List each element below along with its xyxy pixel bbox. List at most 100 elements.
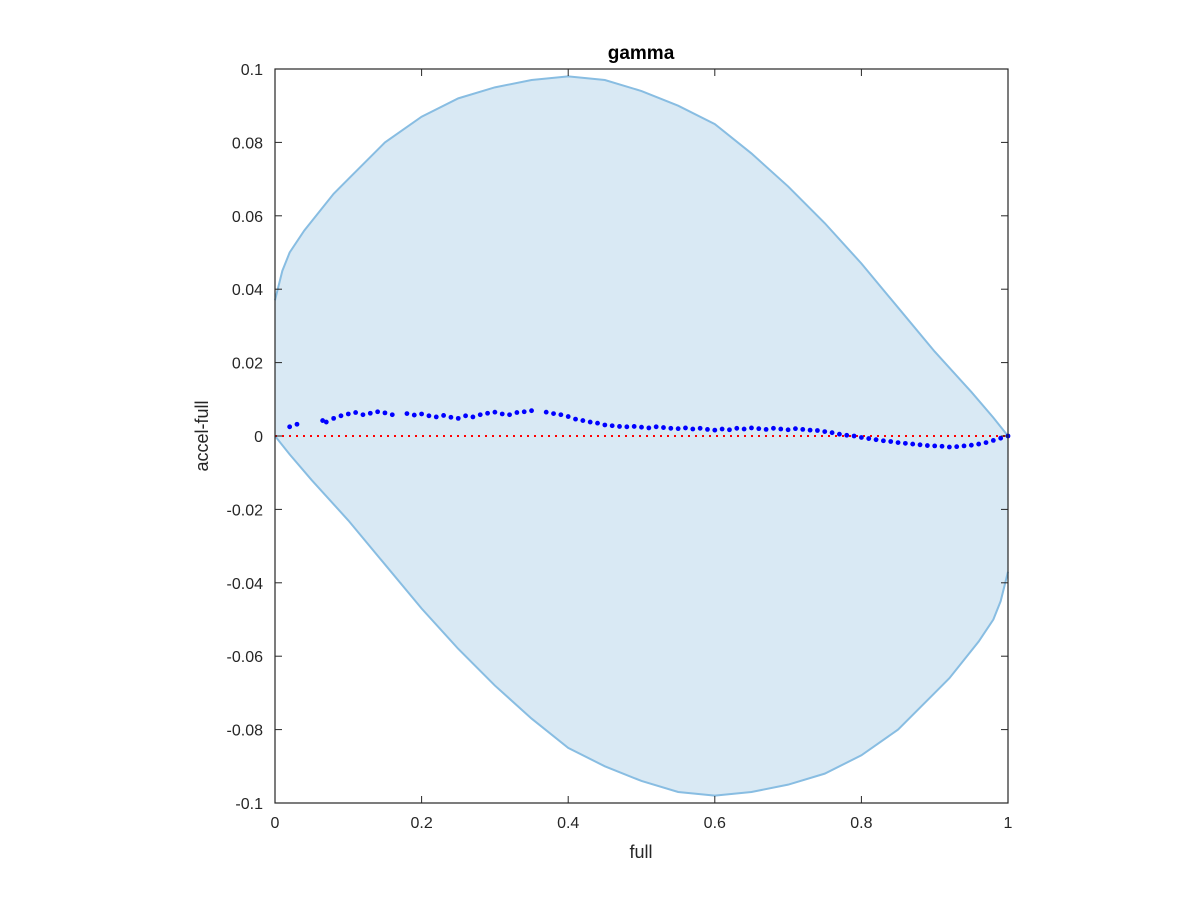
data-point bbox=[719, 426, 725, 432]
y-axis-label: accel-full bbox=[192, 400, 212, 471]
data-point bbox=[851, 433, 857, 439]
data-point bbox=[683, 425, 688, 431]
x-tick-label: 1 bbox=[1004, 815, 1013, 832]
data-point bbox=[661, 425, 666, 430]
data-point bbox=[976, 441, 982, 447]
y-tick-label: -0.04 bbox=[227, 576, 264, 593]
data-point bbox=[741, 426, 747, 432]
data-point bbox=[580, 418, 586, 423]
x-tick-label: 0.2 bbox=[410, 815, 432, 832]
y-tick-label: -0.1 bbox=[235, 796, 263, 813]
data-point bbox=[998, 435, 1004, 441]
data-point bbox=[602, 422, 608, 428]
data-point bbox=[338, 413, 344, 419]
data-point bbox=[573, 416, 578, 422]
data-point bbox=[492, 409, 498, 415]
data-point bbox=[499, 411, 505, 417]
data-point bbox=[734, 425, 740, 431]
data-point bbox=[345, 411, 351, 417]
data-point bbox=[441, 413, 446, 418]
data-point bbox=[609, 423, 615, 429]
data-point bbox=[411, 412, 417, 418]
y-tick-label: 0.06 bbox=[232, 209, 263, 226]
data-point bbox=[617, 424, 622, 429]
x-axis-label: full bbox=[629, 842, 652, 862]
data-point bbox=[807, 427, 813, 433]
data-point bbox=[990, 438, 996, 443]
data-point bbox=[910, 441, 916, 447]
data-point bbox=[463, 413, 468, 419]
y-tick-label: -0.06 bbox=[227, 649, 264, 666]
data-point bbox=[587, 419, 593, 425]
data-point bbox=[514, 410, 520, 415]
y-tick-label: 0.08 bbox=[232, 135, 263, 152]
data-point bbox=[565, 414, 571, 419]
data-point bbox=[367, 410, 373, 416]
data-point bbox=[360, 412, 366, 418]
data-point bbox=[785, 427, 791, 433]
data-point bbox=[771, 425, 776, 431]
data-point bbox=[859, 435, 864, 440]
data-point bbox=[895, 440, 901, 446]
chart-title: gamma bbox=[608, 43, 675, 64]
data-point bbox=[727, 427, 732, 433]
data-point bbox=[793, 426, 798, 432]
data-point bbox=[946, 444, 952, 450]
data-point bbox=[433, 414, 439, 420]
plot-area bbox=[274, 75, 1011, 797]
data-point bbox=[756, 426, 762, 432]
y-tick-label: 0.1 bbox=[241, 62, 263, 79]
data-point bbox=[485, 410, 490, 416]
data-point bbox=[331, 415, 337, 421]
data-point bbox=[507, 412, 512, 418]
data-point bbox=[880, 438, 886, 444]
data-point bbox=[712, 427, 718, 433]
data-point bbox=[837, 431, 842, 437]
data-point bbox=[800, 426, 806, 432]
data-point bbox=[675, 426, 681, 432]
data-point bbox=[320, 418, 326, 423]
data-point bbox=[829, 430, 835, 436]
y-tick-label: -0.02 bbox=[227, 502, 264, 519]
data-point bbox=[521, 409, 527, 415]
x-tick-label: 0 bbox=[271, 815, 280, 832]
data-point bbox=[646, 425, 652, 431]
data-point bbox=[353, 410, 359, 415]
data-point bbox=[873, 437, 879, 443]
data-point bbox=[477, 412, 483, 418]
data-point bbox=[551, 411, 556, 417]
data-point bbox=[939, 443, 945, 449]
data-point bbox=[932, 443, 938, 449]
data-point bbox=[924, 443, 930, 448]
data-point bbox=[822, 429, 828, 434]
y-tick-label: 0.02 bbox=[232, 356, 263, 373]
x-tick-label: 0.4 bbox=[557, 815, 579, 832]
data-point bbox=[668, 425, 674, 431]
data-point bbox=[866, 436, 872, 441]
data-point bbox=[844, 432, 850, 438]
data-point bbox=[653, 424, 659, 430]
band-lower-edge bbox=[274, 435, 1009, 797]
data-point bbox=[902, 440, 908, 446]
data-point bbox=[690, 426, 696, 432]
x-tick-label: 0.6 bbox=[704, 815, 726, 832]
band-upper-edge bbox=[274, 75, 1009, 437]
data-point bbox=[382, 410, 388, 416]
data-point bbox=[375, 409, 381, 415]
data-point bbox=[961, 443, 967, 449]
data-point bbox=[888, 439, 894, 444]
data-point bbox=[529, 408, 534, 414]
data-point bbox=[968, 442, 974, 448]
data-point bbox=[624, 424, 630, 430]
data-point bbox=[639, 424, 644, 430]
data-point bbox=[543, 409, 549, 415]
axes: 0 0.2 0.4 0.6 0.8 1 -0.1 -0.08 -0.06 -0.04 -0.02 0 0… bbox=[227, 62, 1013, 832]
y-tick-label: 0 bbox=[254, 429, 263, 446]
data-point bbox=[558, 412, 564, 418]
data-point bbox=[470, 414, 476, 420]
data-point bbox=[294, 421, 300, 427]
data-point bbox=[778, 426, 784, 432]
data-point bbox=[917, 442, 923, 448]
data-point bbox=[705, 426, 710, 432]
